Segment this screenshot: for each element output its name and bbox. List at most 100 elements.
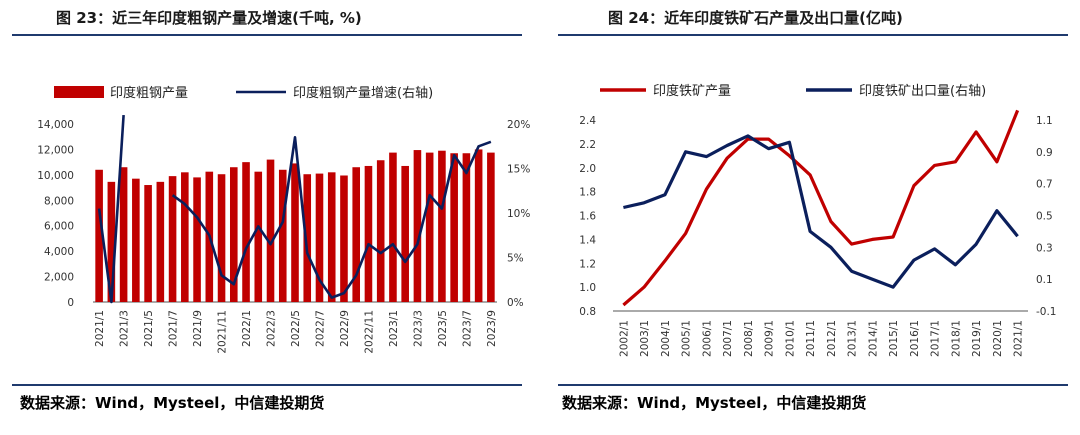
x-tick-2022/11: 2022/11 (363, 310, 375, 354)
bar-steel-2023/9 (487, 152, 495, 302)
right-chart-right-tick-1.1: 1.1 (1036, 115, 1053, 127)
right-source-note: 数据来源：Wind，Mysteel，中信建投期货 (562, 394, 866, 412)
x-tick-2011/1: 2011/1 (805, 320, 817, 357)
bar-steel-2022/7 (315, 173, 324, 302)
left-axis-tick-10,000: 10,000 (37, 170, 74, 182)
right-title-rule (558, 34, 1068, 36)
right-chart-right-tick-0.9: 0.9 (1036, 147, 1053, 159)
x-tick-2018/1: 2018/1 (950, 320, 962, 357)
bar-steel-2021/2 (107, 181, 116, 302)
x-tick-2019/1: 2019/1 (971, 320, 983, 357)
bar-steel-2022/2 (254, 171, 263, 302)
right-axis-tick-0%: 0% (507, 297, 524, 309)
x-tick-2022/3: 2022/3 (266, 310, 278, 347)
left-figure-title: 图 23：近三年印度粗钢产量及增速(千吨, %) (56, 9, 362, 27)
right-chart-left-tick-2.4: 2.4 (579, 115, 596, 127)
x-tick-2014/1: 2014/1 (867, 320, 879, 357)
left-axis-tick-4,000: 4,000 (44, 246, 74, 258)
right-chart-left-tick-1.0: 1.0 (579, 282, 596, 294)
x-tick-2022/9: 2022/9 (339, 310, 351, 347)
x-tick-2022/1: 2022/1 (241, 310, 253, 347)
bar-steel-2022/12 (376, 160, 385, 302)
x-tick-2005/1: 2005/1 (681, 320, 693, 357)
x-tick-2002/1: 2002/1 (618, 320, 630, 357)
right-axis-tick-15%: 15% (507, 164, 530, 176)
x-tick-2003/1: 2003/1 (639, 320, 651, 357)
x-tick-2009/1: 2009/1 (764, 320, 776, 357)
right-chart-left-tick-0.8: 0.8 (579, 306, 596, 318)
x-tick-2021/1: 2021/1 (1013, 320, 1025, 357)
right-chart-left-tick-1.8: 1.8 (579, 187, 596, 199)
bar-steel-2022/11 (364, 165, 373, 302)
x-tick-2023/3: 2023/3 (412, 310, 424, 347)
right-chart-right-tick-0.7: 0.7 (1036, 179, 1053, 191)
right-chart-left-tick-2.0: 2.0 (579, 163, 596, 175)
bar-steel-2022/3 (266, 159, 275, 302)
x-tick-2021/7: 2021/7 (168, 310, 180, 347)
right-chart-left-tick-2.2: 2.2 (579, 139, 596, 151)
left-chart-right-ticks: 0% 5% 10% 15% 20% (507, 119, 530, 309)
x-tick-2013/1: 2013/1 (847, 320, 859, 357)
x-tick-2007/1: 2007/1 (722, 320, 734, 357)
left-axis-tick-8,000: 8,000 (44, 195, 74, 207)
bar-steel-2023/1 (389, 152, 397, 302)
left-axis-tick-14,000: 14,000 (37, 119, 74, 131)
bar-steel-2021/8 (181, 172, 189, 302)
bar-steel-2023/5 (438, 150, 446, 302)
x-tick-2017/1: 2017/1 (930, 320, 942, 357)
right-chart-right-ticks: -0.1 0.1 0.3 0.5 0.7 0.9 1.1 (1036, 115, 1057, 318)
bar-steel-2023/2 (401, 165, 409, 302)
x-tick-2008/1: 2008/1 (743, 320, 755, 357)
x-tick-2021/3: 2021/3 (119, 310, 131, 347)
bar-steel-2021/3 (119, 167, 128, 302)
left-axis-tick-2,000: 2,000 (44, 272, 74, 284)
right-bottom-rule (558, 384, 1068, 386)
bar-steel-2022/6 (303, 174, 312, 302)
x-tick-2021/11: 2021/11 (217, 310, 229, 354)
right-axis-tick-10%: 10% (507, 208, 530, 220)
left-chart-bars (95, 149, 495, 302)
bar-steel-2021/12 (229, 167, 238, 302)
left-axis-tick-12,000: 12,000 (37, 144, 74, 156)
right-axis-tick-5%: 5% (507, 253, 524, 265)
right-chart-right-tick-0.1: 0.1 (1036, 274, 1053, 286)
bar-steel-2021/4 (132, 178, 140, 302)
left-source-note: 数据来源：Wind，Mysteel，中信建投期货 (20, 394, 324, 412)
right-figure-title: 图 24：近年印度铁矿石产量及出口量(亿吨) (608, 9, 903, 27)
bar-steel-2022/8 (327, 172, 336, 302)
legend-label-ore-output: 印度铁矿产量 (653, 83, 731, 99)
bar-steel-2022/9 (340, 175, 348, 302)
bar-steel-2021/1 (95, 169, 103, 302)
legend-label-ore-export: 印度铁矿出口量(右轴) (859, 83, 986, 99)
left-chart-x-ticks: 2021/1 2021/3 2021/5 2021/7 2021/9 2021/11 202… (94, 310, 498, 354)
bar-steel-2023/6 (450, 153, 458, 302)
left-title-rule (12, 34, 522, 36)
x-tick-2023/9: 2023/9 (486, 310, 498, 347)
x-tick-2023/1: 2023/1 (388, 310, 400, 347)
x-tick-2015/1: 2015/1 (888, 320, 900, 357)
right-chart-right-tick-0.3: 0.3 (1036, 242, 1053, 254)
x-tick-2021/1: 2021/1 (94, 310, 106, 347)
x-tick-2022/5: 2022/5 (290, 310, 302, 347)
right-chart-x-ticks: 2002/1 2003/1 2004/1 2005/1 2006/1 2007/1 2008… (618, 320, 1024, 357)
x-tick-2023/5: 2023/5 (437, 310, 449, 347)
bar-steel-2023/3 (413, 150, 422, 302)
x-tick-2021/9: 2021/9 (192, 310, 204, 347)
right-chart-left-tick-1.6: 1.6 (579, 211, 596, 223)
growth-series-path (97, 115, 492, 304)
x-tick-2012/1: 2012/1 (826, 320, 838, 357)
legend-label-steel-growth: 印度粗钢产量增速(右轴) (293, 85, 433, 101)
x-tick-2020/1: 2020/1 (992, 320, 1004, 357)
left-chart-growth-line (97, 115, 492, 304)
x-tick-2004/1: 2004/1 (660, 320, 672, 357)
bar-steel-2021/6 (156, 181, 165, 302)
right-chart-right-tick-0.5: 0.5 (1036, 211, 1053, 223)
ore-export-series-path (623, 134, 1019, 289)
ore-output-series-path (622, 109, 1020, 307)
bar-steel-2021/11 (217, 174, 226, 302)
bar-steel-2021/7 (168, 176, 177, 302)
bar-steel-2022/10 (352, 167, 361, 302)
x-tick-2010/1: 2010/1 (784, 320, 796, 357)
